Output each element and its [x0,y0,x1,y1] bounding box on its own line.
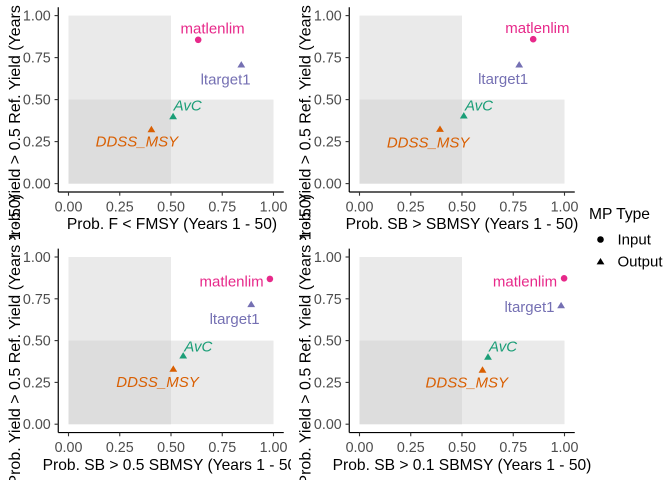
svg-text:Prob. Yield > 0.5 Ref. Yield (: Prob. Yield > 0.5 Ref. Yield (Years 1 - … [7,0,24,246]
svg-text:0.50: 0.50 [448,199,476,215]
svg-text:0.25: 0.25 [397,440,425,456]
svg-text:1.00: 1.00 [23,9,51,25]
svg-text:Prob. Yield > 0.5 Ref. Yield (: Prob. Yield > 0.5 Ref. Yield (Years 1 - … [298,194,315,480]
svg-text:matlenlim: matlenlim [505,20,569,37]
svg-text:0.00: 0.00 [346,440,374,456]
svg-text:1.00: 1.00 [551,440,579,456]
svg-text:matlenlim: matlenlim [200,273,264,290]
svg-text:0.00: 0.00 [23,417,51,433]
svg-text:0.50: 0.50 [157,199,185,215]
svg-text:Prob. Yield > 0.5 Ref. Yield (: Prob. Yield > 0.5 Ref. Yield (Years 1 - … [7,194,24,480]
svg-text:0.00: 0.00 [314,417,342,433]
svg-text:1.00: 1.00 [314,250,342,266]
svg-text:DDSS_MSY: DDSS_MSY [387,135,471,152]
svg-text:Output: Output [618,254,664,271]
svg-text:0.75: 0.75 [499,440,527,456]
svg-text:0.00: 0.00 [314,177,342,193]
svg-text:0.25: 0.25 [397,199,425,215]
svg-text:0.75: 0.75 [23,51,51,67]
svg-text:ltarget1: ltarget1 [201,72,251,89]
svg-text:0.75: 0.75 [208,199,236,215]
svg-text:AvC: AvC [183,338,212,355]
svg-text:ltarget1: ltarget1 [210,311,260,328]
svg-text:DDSS_MSY: DDSS_MSY [116,374,200,391]
svg-text:Prob. SB > 0.5 SBMSY (Years 1: Prob. SB > 0.5 SBMSY (Years 1 - 50) [43,457,302,474]
svg-text:0.75: 0.75 [499,199,527,215]
svg-text:1.00: 1.00 [551,199,579,215]
svg-text:1.00: 1.00 [260,440,288,456]
svg-text:Input: Input [618,232,652,249]
svg-text:0.75: 0.75 [23,292,51,308]
svg-text:0.50: 0.50 [314,93,342,109]
svg-text:0.25: 0.25 [106,199,134,215]
svg-text:DDSS_MSY: DDSS_MSY [96,134,180,151]
svg-text:MP Type: MP Type [589,206,650,223]
svg-text:0.25: 0.25 [23,375,51,391]
svg-text:ltarget1: ltarget1 [478,71,528,88]
svg-text:0.50: 0.50 [314,334,342,350]
svg-text:Prob. Yield > 0.5 Ref. Yield (: Prob. Yield > 0.5 Ref. Yield (Years 1 - … [298,0,315,246]
svg-text:0.00: 0.00 [346,199,374,215]
svg-text:1.00: 1.00 [260,199,288,215]
svg-text:0.25: 0.25 [314,135,342,151]
svg-text:0.25: 0.25 [106,440,134,456]
svg-text:matlenlim: matlenlim [181,21,245,38]
svg-text:AvC: AvC [464,98,493,115]
svg-text:0.25: 0.25 [23,135,51,151]
svg-text:0.00: 0.00 [23,177,51,193]
svg-text:Prob. SB > 0.1 SBMSY (Years 1: Prob. SB > 0.1 SBMSY (Years 1 - 50) [333,457,592,474]
svg-text:0.50: 0.50 [157,440,185,456]
svg-text:0.75: 0.75 [314,292,342,308]
svg-text:0.50: 0.50 [23,93,51,109]
svg-text:matlenlim: matlenlim [493,274,557,291]
svg-text:1.00: 1.00 [314,9,342,25]
svg-text:DDSS_MSY: DDSS_MSY [426,375,510,392]
svg-text:1.00: 1.00 [23,250,51,266]
svg-text:AvC: AvC [173,98,202,115]
svg-text:0.75: 0.75 [314,51,342,67]
svg-text:0.00: 0.00 [55,199,83,215]
svg-text:Prob. SB > SBMSY (Years 1 - 50: Prob. SB > SBMSY (Years 1 - 50) [346,216,579,233]
svg-text:0.25: 0.25 [314,375,342,391]
svg-text:AvC: AvC [488,338,517,355]
svg-text:0.75: 0.75 [208,440,236,456]
svg-text:0.50: 0.50 [448,440,476,456]
svg-text:Prob. F < FMSY (Years 1 - 50): Prob. F < FMSY (Years 1 - 50) [67,216,277,233]
svg-text:ltarget1: ltarget1 [504,299,554,316]
svg-text:0.50: 0.50 [23,334,51,350]
svg-text:0.00: 0.00 [55,440,83,456]
